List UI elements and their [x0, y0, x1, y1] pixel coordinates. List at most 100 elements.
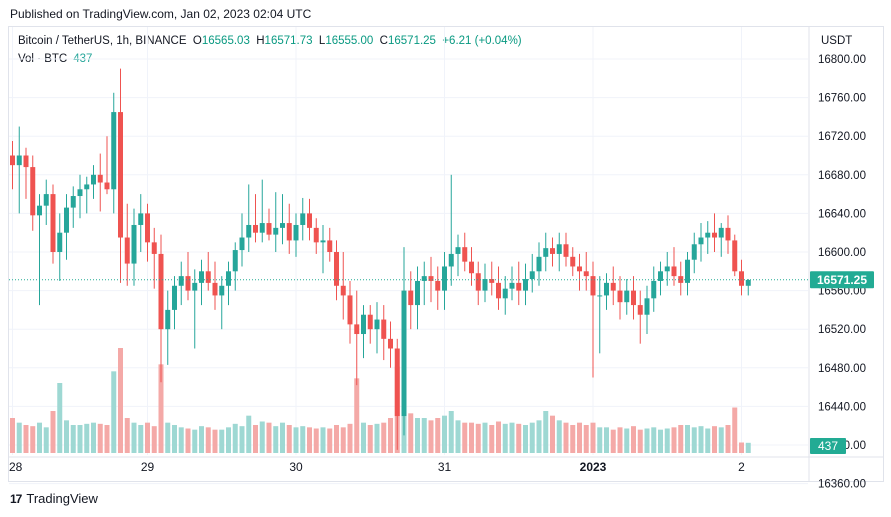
candle-body [671, 266, 677, 277]
last-price-marker: 16571.25 437 [9, 271, 874, 454]
volume-bar [712, 426, 717, 453]
symbol-title[interactable]: Bitcoin / TetherUS, 1h, BINANCE [18, 35, 187, 47]
volume-bar [239, 426, 245, 453]
volume-bar [651, 427, 657, 453]
time-tick-label: 28 [9, 460, 23, 474]
volume-bar [496, 421, 501, 453]
last-price-value: 16571.25 [817, 273, 867, 287]
candle-body [529, 271, 535, 280]
candle-body [725, 227, 731, 241]
candle-body [637, 305, 643, 315]
tradingview-footer[interactable]: 17 TradingView [10, 491, 98, 506]
volume-bar [23, 425, 29, 453]
chart-frame[interactable] [8, 26, 884, 482]
volume-bar [280, 422, 285, 453]
price-tick-label: 16560.00 [818, 286, 866, 298]
candle-body [232, 250, 238, 272]
last-price-tag [810, 271, 874, 289]
candle-body [293, 224, 299, 241]
volume-bar [718, 427, 724, 453]
volume-bar [475, 423, 481, 453]
candle-body [70, 196, 76, 208]
volume-bar [50, 411, 56, 453]
candle-body [334, 252, 339, 286]
currency-label: USDT [821, 35, 853, 47]
volume-bar [570, 425, 576, 453]
volume-bar [408, 413, 414, 453]
volume-bar [131, 422, 137, 453]
volume-bar [462, 422, 468, 453]
candle-body [428, 276, 434, 281]
candle-body [354, 324, 360, 335]
candle-body [583, 271, 589, 277]
symbol-legend: Bitcoin / TetherUS, 1h, BINANCE O16565.0… [18, 35, 522, 47]
candle-body [286, 223, 292, 241]
candle-body [448, 253, 454, 267]
last-volume-tag [810, 438, 846, 454]
candle-body [401, 290, 407, 417]
candle-body [651, 280, 657, 299]
candle-body [489, 279, 495, 283]
volume-bar [138, 425, 144, 453]
volume-bar [10, 418, 15, 453]
volume-bar [43, 427, 49, 453]
volume-bar [226, 427, 231, 453]
volume-bar [259, 421, 265, 453]
volume-bar [664, 428, 670, 453]
time-tick-label: 2 [738, 460, 745, 474]
candle-body [185, 276, 191, 291]
volume-bar [347, 423, 353, 453]
candle-body [698, 237, 704, 245]
volume-bar [192, 429, 198, 453]
candle-body [421, 276, 427, 281]
candle-body [550, 248, 555, 254]
candle-body [239, 237, 245, 251]
volume-bar [678, 425, 684, 453]
low-value: 16555.00 [325, 35, 374, 47]
volume-bar [327, 428, 333, 453]
candle-body [151, 242, 157, 254]
volume-bar [70, 425, 76, 453]
volume-bar [604, 427, 609, 453]
volume-bar [563, 422, 569, 453]
volume-bar [30, 426, 36, 453]
candle-body [563, 244, 569, 257]
candle-body [212, 282, 218, 296]
volume-bar [698, 426, 704, 453]
candle-body [442, 266, 447, 291]
volume-bar [246, 415, 252, 453]
volume-bar [583, 425, 589, 453]
candle-body [57, 232, 63, 252]
price-tick-label: 16480.00 [818, 363, 866, 375]
candle-body [469, 261, 474, 274]
volume-bar [91, 422, 96, 453]
volume-bar [205, 427, 211, 453]
volume-bar [313, 428, 319, 453]
candle-body [604, 282, 609, 296]
volume-bar [232, 423, 238, 453]
volume-bar [421, 418, 427, 453]
candle-body [745, 279, 751, 286]
candle-body [313, 227, 319, 243]
volume-bar [469, 422, 474, 453]
candle-body [516, 282, 522, 291]
candle-body [91, 174, 96, 185]
time-tick-label: 2023 [580, 460, 607, 474]
candle-body [685, 259, 690, 283]
candle-body [111, 112, 117, 190]
volume-bar [199, 426, 204, 453]
volume-bar [124, 418, 130, 453]
volume-bar [448, 411, 454, 453]
volume-bar [178, 427, 184, 453]
volume-bar [536, 420, 542, 453]
candle-body [570, 256, 576, 267]
candle-body [138, 213, 144, 225]
volume-bar [732, 407, 738, 453]
high-label: H [256, 35, 265, 47]
candle-body [205, 271, 211, 283]
volume-bar [84, 423, 90, 453]
candle-body [300, 213, 306, 225]
close-label: C [379, 35, 388, 47]
volume-bar [111, 371, 117, 453]
